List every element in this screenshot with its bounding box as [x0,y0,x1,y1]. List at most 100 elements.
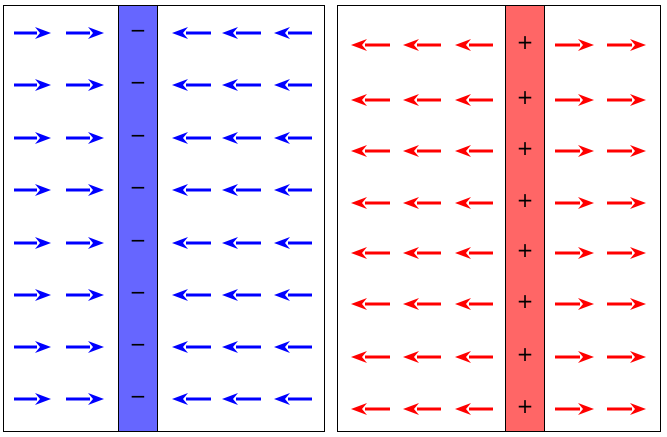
arrow-left-icon [351,351,390,363]
arrow-right-icon [66,27,104,39]
arrow-left-icon [455,351,493,363]
arrow-right-icon [66,132,104,144]
arrow-left-icon [403,39,441,51]
arrow-left-icon [351,403,390,415]
arrow-left-icon [172,184,211,196]
arrow-right-icon [66,237,104,249]
negative-plate-field-panel: − − − − − − − − [3,5,325,432]
arrow-right-icon [555,197,594,209]
arrow-left-icon [403,197,441,209]
arrow-right-icon [66,79,104,91]
minus-sign-icon: − [129,175,147,199]
arrow-left-icon [172,132,211,144]
arrow-left-icon [222,27,261,39]
arrow-left-icon [403,351,441,363]
arrow-left-icon [172,393,211,405]
arrow-left-icon [222,132,261,144]
arrow-left-icon [274,79,312,91]
arrow-right-icon [14,393,51,405]
minus-sign-icon: − [129,18,147,42]
arrow-right-icon [555,39,594,51]
positive-charged-plate: + + + + + + + + [505,6,545,431]
arrow-left-icon [403,145,441,157]
arrow-left-icon [222,393,261,405]
arrow-right-icon [555,145,594,157]
arrow-left-icon [222,289,261,301]
arrow-right-icon [14,289,51,301]
arrow-right-icon [66,289,104,301]
arrow-right-icon [555,94,594,106]
arrow-left-icon [455,247,493,259]
arrow-left-icon [403,94,441,106]
arrow-right-icon [555,403,594,415]
arrow-right-icon [607,39,646,51]
arrow-right-icon [14,79,51,91]
arrow-right-icon [14,237,51,249]
arrow-right-icon [607,298,646,310]
arrow-right-icon [14,132,51,144]
arrow-left-icon [274,289,312,301]
arrow-left-icon [274,393,312,405]
arrow-left-icon [403,247,441,259]
minus-sign-icon: − [129,123,147,147]
arrow-left-icon [274,341,312,353]
arrow-right-icon [607,94,646,106]
plus-sign-icon: + [516,289,534,313]
arrow-left-icon [403,403,441,415]
arrow-left-icon [172,79,211,91]
plus-sign-icon: + [516,30,534,54]
arrow-left-icon [222,237,261,249]
arrow-left-icon [274,27,312,39]
arrow-right-icon [607,403,646,415]
arrow-left-icon [274,237,312,249]
arrow-left-icon [172,289,211,301]
arrow-left-icon [222,341,261,353]
arrow-right-icon [607,247,646,259]
arrow-left-icon [274,132,312,144]
arrow-left-icon [222,79,261,91]
arrow-left-icon [455,403,493,415]
plus-sign-icon: + [516,188,534,212]
minus-sign-icon: − [129,280,147,304]
arrow-left-icon [222,184,261,196]
arrow-left-icon [351,298,390,310]
negative-charged-plate: − − − − − − − − [118,6,158,431]
arrow-left-icon [455,298,493,310]
arrow-right-icon [66,393,104,405]
arrow-left-icon [455,94,493,106]
arrow-left-icon [172,237,211,249]
plus-sign-icon: + [516,394,534,418]
positive-plate-field-panel: + + + + + + + + [337,5,661,432]
minus-sign-icon: − [129,332,147,356]
minus-sign-icon: − [129,228,147,252]
arrow-left-icon [172,27,211,39]
arrow-left-icon [351,39,390,51]
arrow-right-icon [66,341,104,353]
arrow-right-icon [66,184,104,196]
arrow-left-icon [455,197,493,209]
plus-sign-icon: + [516,136,534,160]
arrow-left-icon [455,145,493,157]
arrow-right-icon [607,145,646,157]
arrow-left-icon [351,145,390,157]
arrow-left-icon [172,341,211,353]
arrow-left-icon [274,184,312,196]
arrow-left-icon [455,39,493,51]
arrow-left-icon [351,197,390,209]
arrow-right-icon [607,351,646,363]
arrow-right-icon [607,197,646,209]
plus-sign-icon: + [516,342,534,366]
plus-sign-icon: + [516,85,534,109]
arrow-right-icon [555,247,594,259]
arrow-left-icon [351,247,390,259]
arrow-left-icon [403,298,441,310]
arrow-right-icon [14,184,51,196]
arrow-right-icon [555,351,594,363]
arrow-right-icon [14,341,51,353]
plus-sign-icon: + [516,238,534,262]
arrow-left-icon [351,94,390,106]
minus-sign-icon: − [129,384,147,408]
arrow-right-icon [555,298,594,310]
minus-sign-icon: − [129,70,147,94]
arrow-right-icon [14,27,51,39]
